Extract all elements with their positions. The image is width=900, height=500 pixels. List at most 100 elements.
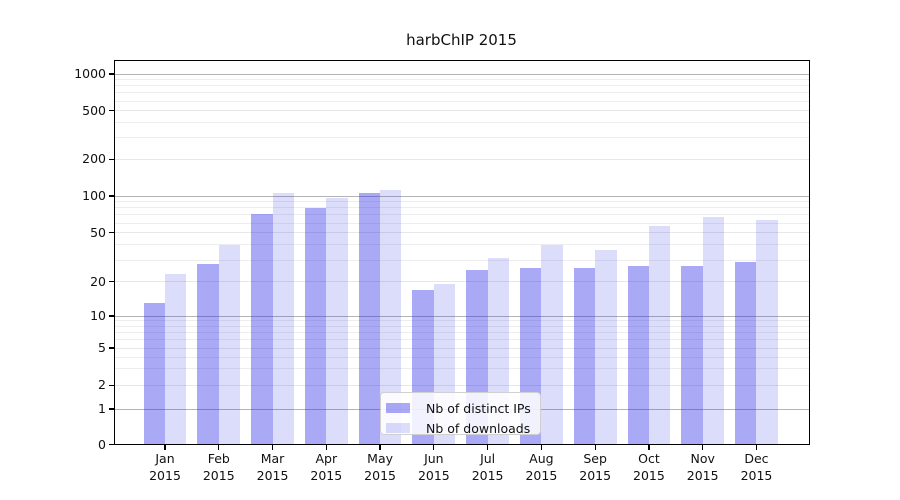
x-tick-sep <box>594 445 596 450</box>
bar-ips-dec <box>735 261 757 445</box>
gridline-700 <box>113 92 810 94</box>
y-tick-2 <box>109 384 114 386</box>
gridline-600 <box>113 100 810 102</box>
gridline-20 <box>113 281 810 283</box>
y-tick-label-10: 10 <box>90 308 106 323</box>
gridline-60 <box>113 222 810 224</box>
x-tick-feb <box>218 445 220 450</box>
legend-swatch-downloads <box>386 423 410 433</box>
y-tick-5 <box>109 347 114 349</box>
bar-ips-sep <box>573 267 596 445</box>
x-tick-apr <box>325 445 327 450</box>
y-tick-label-2: 2 <box>98 377 106 393</box>
bar-downloads-apr <box>326 198 348 445</box>
gridline-400 <box>113 122 810 124</box>
gridline-90 <box>113 201 810 203</box>
x-tick-year: 2015 <box>471 467 504 483</box>
y-tick-200 <box>109 158 114 160</box>
x-tick-label-feb: Feb 2015 <box>187 451 251 484</box>
bar-ips-mar <box>251 214 273 445</box>
x-tick-month: Sep <box>583 451 607 466</box>
gridline-70 <box>113 214 810 216</box>
x-tick-label-may: May 2015 <box>348 451 412 484</box>
gridline-500 <box>113 110 810 112</box>
x-tick-month: Mar <box>260 451 285 466</box>
y-tick-1 <box>109 408 114 410</box>
x-tick-month: Oct <box>638 451 660 466</box>
x-tick-year: 2015 <box>364 467 396 483</box>
bar-downloads-nov <box>702 217 725 445</box>
bar-downloads-oct <box>648 225 671 445</box>
x-tick-month: Nov <box>690 451 715 466</box>
gridline-3 <box>113 368 810 370</box>
x-tick-year: 2015 <box>256 467 289 483</box>
x-tick-dec <box>755 445 758 450</box>
gridline-10 <box>113 315 810 317</box>
x-tick-label-apr: Apr 2015 <box>294 451 358 484</box>
x-tick-label-mar: Mar 2015 <box>241 451 305 484</box>
y-tick-label-100: 100 <box>82 188 106 203</box>
x-tick-year: 2015 <box>310 467 343 483</box>
x-tick-month: Feb <box>207 451 230 466</box>
bar-downloads-may <box>380 189 402 445</box>
x-tick-year: 2015 <box>417 467 450 483</box>
x-tick-year: 2015 <box>740 467 773 483</box>
bar-ips-nov <box>681 265 703 445</box>
x-tick-jul <box>487 445 489 450</box>
x-tick-month: Apr <box>315 451 338 466</box>
y-tick-50 <box>109 232 114 234</box>
y-tick-label-500: 500 <box>82 102 106 118</box>
y-tick-500 <box>109 110 114 112</box>
gridline-7 <box>113 331 810 333</box>
x-tick-year: 2015 <box>202 467 235 483</box>
y-tick-20 <box>109 281 114 283</box>
gridline-200 <box>113 158 810 160</box>
gridline-8 <box>113 325 810 327</box>
gridline-800 <box>113 85 810 87</box>
legend-label-downloads: Nb of downloads <box>426 420 531 436</box>
x-tick-may <box>379 445 381 450</box>
gridline-2 <box>113 384 810 386</box>
x-tick-year: 2015 <box>525 467 558 483</box>
x-tick-year: 2015 <box>633 467 665 483</box>
x-tick-label-nov: Nov 2015 <box>671 451 735 484</box>
gridline-4 <box>113 356 810 358</box>
x-tick-aug <box>540 445 542 450</box>
bar-ips-apr <box>304 207 327 445</box>
gridline-5 <box>113 347 810 349</box>
x-tick-month: Aug <box>529 451 554 466</box>
y-tick-10 <box>109 315 114 317</box>
y-tick-label-200: 200 <box>82 151 106 167</box>
gridline-50 <box>113 232 810 234</box>
y-tick-100 <box>109 195 114 197</box>
bar-ips-oct <box>627 265 649 445</box>
bar-downloads-feb <box>218 244 241 445</box>
y-tick-label-1: 1 <box>98 401 106 416</box>
y-tick-0 <box>109 444 114 446</box>
x-tick-label-aug: Aug 2015 <box>509 451 573 484</box>
x-tick-label-oct: Oct 2015 <box>617 451 681 484</box>
x-tick-oct <box>648 445 650 450</box>
gridline-900 <box>113 79 810 81</box>
y-tick-label-20: 20 <box>90 273 106 289</box>
x-tick-month: May <box>367 451 393 466</box>
y-tick-label-1000: 1000 <box>74 66 106 81</box>
bar-ips-may <box>358 192 381 445</box>
chart-title: harbChIP 2015 <box>406 31 517 49</box>
x-tick-label-sep: Sep 2015 <box>563 451 627 484</box>
x-tick-jan <box>164 445 166 450</box>
x-tick-year: 2015 <box>149 467 181 483</box>
y-tick-1000 <box>109 73 114 75</box>
x-tick-month: Dec <box>744 451 769 466</box>
x-tick-label-jun: Jun 2015 <box>402 451 466 484</box>
gridline-6 <box>113 339 810 341</box>
y-tick-label-50: 50 <box>90 224 106 240</box>
x-tick-label-jan: Jan 2015 <box>133 451 197 484</box>
x-tick-year: 2015 <box>686 467 719 483</box>
x-tick-nov <box>702 445 704 450</box>
x-tick-year: 2015 <box>579 467 612 483</box>
